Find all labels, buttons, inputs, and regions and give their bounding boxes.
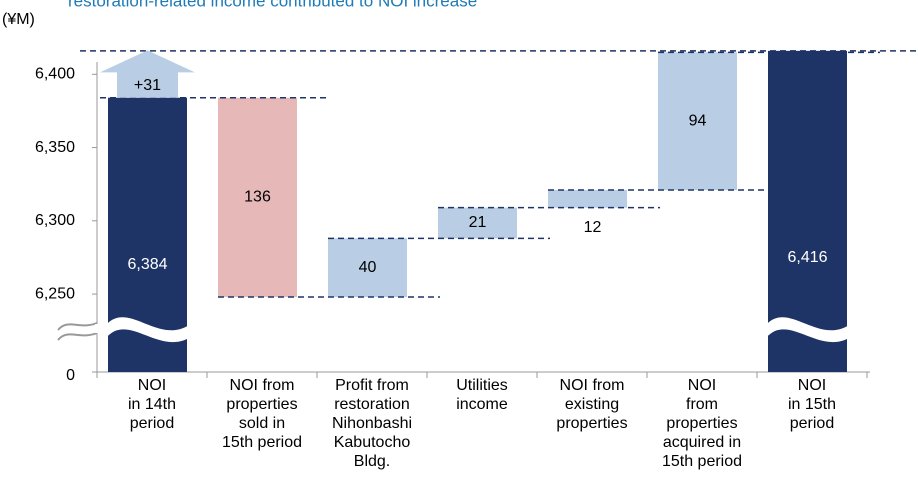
x-tick-label-line: properties bbox=[226, 396, 297, 413]
x-tick-label-line: Bldg. bbox=[354, 453, 390, 470]
x-tick-label-line: NOI bbox=[688, 377, 716, 394]
x-tick-label-line: NOI from bbox=[230, 377, 295, 394]
x-tick-label-line: properties bbox=[556, 415, 627, 432]
axis-break-left bbox=[57, 322, 98, 341]
x-tick-label-line: Profit from bbox=[335, 377, 409, 394]
data-label: 40 bbox=[359, 259, 377, 276]
x-tick-label: NOI from existing properties bbox=[556, 377, 627, 432]
y-tick-label: 0 bbox=[66, 367, 75, 384]
y-tick-label: 6,300 bbox=[35, 212, 75, 229]
bar bbox=[548, 190, 627, 208]
bar bbox=[658, 52, 737, 191]
x-tick-label: NOI from properties sold in 15th period bbox=[222, 377, 302, 451]
x-tick-label-line: in 14th bbox=[128, 396, 176, 413]
x-tick-label-line: NOI from bbox=[560, 377, 625, 394]
axis-break-gap bbox=[95, 324, 105, 333]
y-tick-label: 6,250 bbox=[35, 285, 75, 302]
x-tick-label-line: sold in bbox=[239, 415, 285, 432]
increase-arrow bbox=[100, 50, 195, 98]
x-tick-label-line: Nihonbashi bbox=[332, 415, 412, 432]
data-label: 12 bbox=[584, 219, 602, 236]
x-tick-label: Profit from restoration Nihonbashi Kabutoch… bbox=[332, 377, 412, 470]
data-label: 21 bbox=[469, 214, 487, 231]
x-tick-label: NOI from properties acquired in 15th period bbox=[662, 377, 742, 470]
x-tick-label-line: NOI bbox=[798, 377, 826, 394]
x-tick-label-line: restoration bbox=[334, 396, 410, 413]
x-tick-label-line: 15th period bbox=[222, 434, 302, 451]
annotation-label: +31 bbox=[134, 77, 161, 94]
x-tick-label-line: acquired in bbox=[663, 434, 741, 451]
x-tick-label: NOI in 15th period bbox=[788, 377, 836, 432]
x-tick-label-line: Kabutocho bbox=[334, 434, 411, 451]
x-tick-label-line: period bbox=[790, 415, 834, 432]
x-tick-label-line: from bbox=[686, 396, 718, 413]
chart-title: restoration-related income contributed t… bbox=[68, 0, 477, 10]
data-label: 6,416 bbox=[787, 249, 827, 266]
x-tick-label-line: properties bbox=[666, 415, 737, 432]
x-tick-label-line: 15th period bbox=[662, 453, 742, 470]
axis-break bbox=[766, 317, 849, 343]
data-label: 94 bbox=[689, 112, 707, 129]
bar bbox=[328, 238, 407, 297]
x-tick-label-line: in 15th bbox=[788, 396, 836, 413]
x-tick-label: Utilities income bbox=[456, 377, 508, 413]
data-label: 6,384 bbox=[127, 256, 167, 273]
x-tick-label-line: existing bbox=[565, 396, 619, 413]
axis-break bbox=[106, 317, 189, 343]
bar bbox=[438, 207, 517, 239]
data-label: 136 bbox=[244, 189, 271, 206]
x-tick-label: NOI in 14th period bbox=[128, 377, 176, 432]
x-tick-label-line: income bbox=[456, 396, 508, 413]
x-tick-label-line: Utilities bbox=[456, 377, 508, 394]
bar bbox=[218, 97, 297, 297]
y-tick-label: 6,400 bbox=[35, 66, 75, 83]
y-tick-label: 6,350 bbox=[35, 139, 75, 156]
x-tick-label-line: NOI bbox=[138, 377, 166, 394]
y-axis-label: (¥M) bbox=[2, 11, 35, 28]
x-tick-label-line: period bbox=[130, 415, 174, 432]
